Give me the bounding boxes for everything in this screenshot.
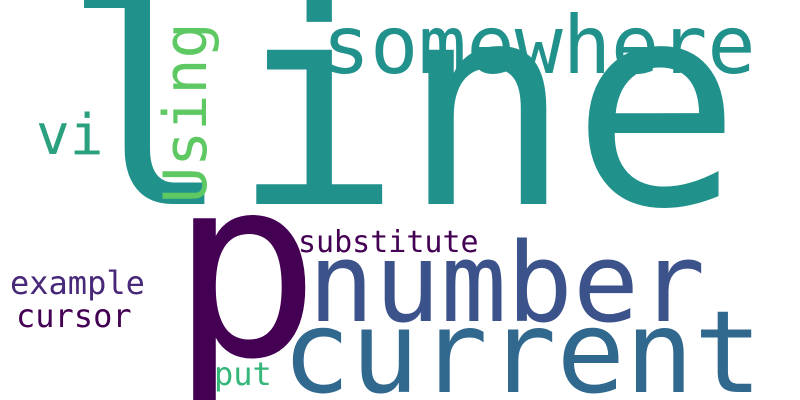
word-current: current xyxy=(282,286,763,400)
word-put: put xyxy=(214,355,272,393)
word-somewhere: somewhere xyxy=(322,0,756,92)
word-substitute: substitute xyxy=(298,225,479,260)
word-line: line xyxy=(62,0,742,271)
word-cursor: cursor xyxy=(16,297,132,335)
word-number: number xyxy=(308,219,706,347)
word-p: p xyxy=(170,123,321,400)
word-example: example xyxy=(10,264,145,302)
word-vi: vi xyxy=(36,103,104,168)
